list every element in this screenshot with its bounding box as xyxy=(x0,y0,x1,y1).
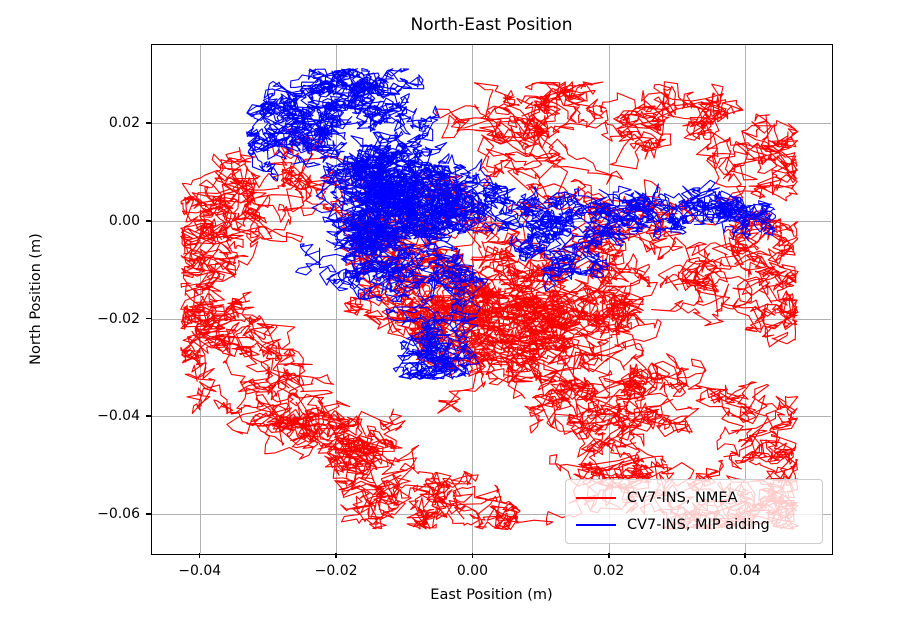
legend-entry-mip: CV7-INS, MIP aiding xyxy=(576,515,812,535)
y-tick-mark xyxy=(146,220,152,222)
y-axis-label: North Position (m) xyxy=(28,233,44,365)
y-tick-label: 0.00 xyxy=(108,212,140,229)
trajectory-canvas xyxy=(152,45,831,553)
y-tick-mark xyxy=(146,317,152,320)
legend-label-mip: CV7-INS, MIP aiding xyxy=(627,517,770,533)
y-tick-label: −0.04 xyxy=(97,408,140,425)
x-tick-mark xyxy=(335,553,337,558)
x-axis-label: East Position (m) xyxy=(430,587,553,603)
x-tick-mark xyxy=(608,553,610,558)
y-tick-label: 0.02 xyxy=(108,115,140,132)
legend-line-sample-mip xyxy=(576,524,616,526)
y-tick-label: −0.06 xyxy=(97,505,140,522)
plot-area xyxy=(150,43,833,555)
x-tick-label: −0.04 xyxy=(178,563,222,579)
x-tick-label: 0.04 xyxy=(729,563,761,579)
y-tick-label: −0.02 xyxy=(97,310,140,327)
x-tick-mark xyxy=(744,553,746,558)
y-tick-mark xyxy=(146,122,152,124)
x-tick-mark xyxy=(471,553,474,558)
legend-label-nmea: CV7-INS, NMEA xyxy=(627,490,738,506)
x-tick-label: 0.00 xyxy=(456,563,488,579)
legend-entry-nmea: CV7-INS, NMEA xyxy=(576,488,812,508)
legend-line-sample-nmea xyxy=(576,497,616,499)
x-tick-label: −0.02 xyxy=(314,563,358,579)
y-tick-mark xyxy=(146,513,152,515)
y-tick-mark xyxy=(146,415,152,417)
legend: CV7-INS, NMEA CV7-INS, MIP aiding xyxy=(565,479,823,544)
x-tick-label: 0.02 xyxy=(593,563,625,579)
chart-title: North-East Position xyxy=(410,15,573,35)
x-tick-mark xyxy=(198,553,201,558)
